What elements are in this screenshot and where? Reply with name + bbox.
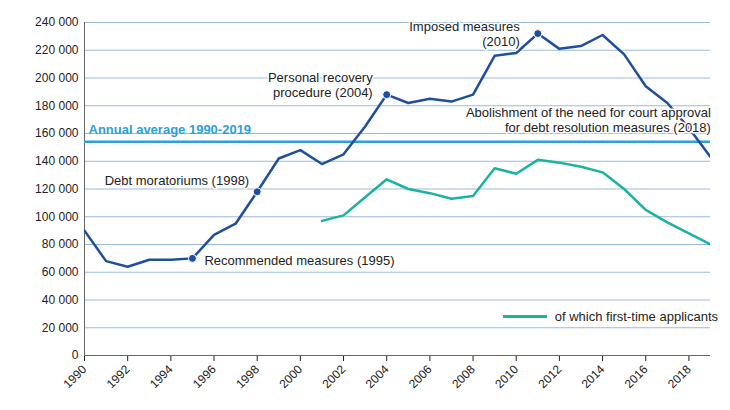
svg-text:2014: 2014 (579, 362, 608, 391)
svg-text:180 000: 180 000 (35, 99, 79, 113)
svg-text:200 000: 200 000 (35, 71, 79, 85)
svg-text:Debt moratoriums (1998): Debt moratoriums (1998) (105, 173, 250, 188)
svg-text:2018: 2018 (665, 362, 694, 391)
svg-text:60 000: 60 000 (42, 265, 79, 279)
svg-text:Personal recoveryprocedure (20: Personal recoveryprocedure (2004) (268, 70, 373, 100)
svg-text:2004: 2004 (363, 362, 392, 391)
svg-text:Annual average 1990-2019: Annual average 1990-2019 (89, 122, 252, 137)
svg-text:2008: 2008 (449, 362, 478, 391)
svg-text:140 000: 140 000 (35, 154, 79, 168)
svg-text:20 000: 20 000 (42, 321, 79, 335)
svg-text:2000: 2000 (276, 362, 305, 391)
svg-text:2012: 2012 (535, 362, 564, 391)
svg-text:120 000: 120 000 (35, 182, 79, 196)
svg-text:2002: 2002 (320, 362, 349, 391)
svg-text:2010: 2010 (492, 362, 521, 391)
svg-text:Recommended measures (1995): Recommended measures (1995) (204, 253, 394, 268)
svg-text:1990: 1990 (61, 362, 90, 391)
svg-text:0: 0 (72, 348, 79, 362)
html-text:of which first-time applicants: of which first-time applicants (554, 309, 718, 324)
svg-text:Imposed measures(2010): Imposed measures(2010) (409, 19, 520, 49)
svg-text:1998: 1998 (233, 362, 262, 391)
svg-text:80 000: 80 000 (42, 237, 79, 251)
svg-text:160 000: 160 000 (35, 126, 79, 140)
svg-text:220 000: 220 000 (35, 43, 79, 57)
svg-text:2006: 2006 (406, 362, 435, 391)
svg-text:240 000: 240 000 (35, 15, 79, 29)
svg-text:1994: 1994 (147, 362, 176, 391)
svg-text:1992: 1992 (104, 362, 133, 391)
svg-text:2016: 2016 (622, 362, 651, 391)
svg-text:40 000: 40 000 (42, 293, 79, 307)
svg-text:100 000: 100 000 (35, 210, 79, 224)
svg-text:Abolishment of the need for co: Abolishment of the need for court approv… (466, 105, 711, 135)
svg-text:1996: 1996 (190, 362, 219, 391)
